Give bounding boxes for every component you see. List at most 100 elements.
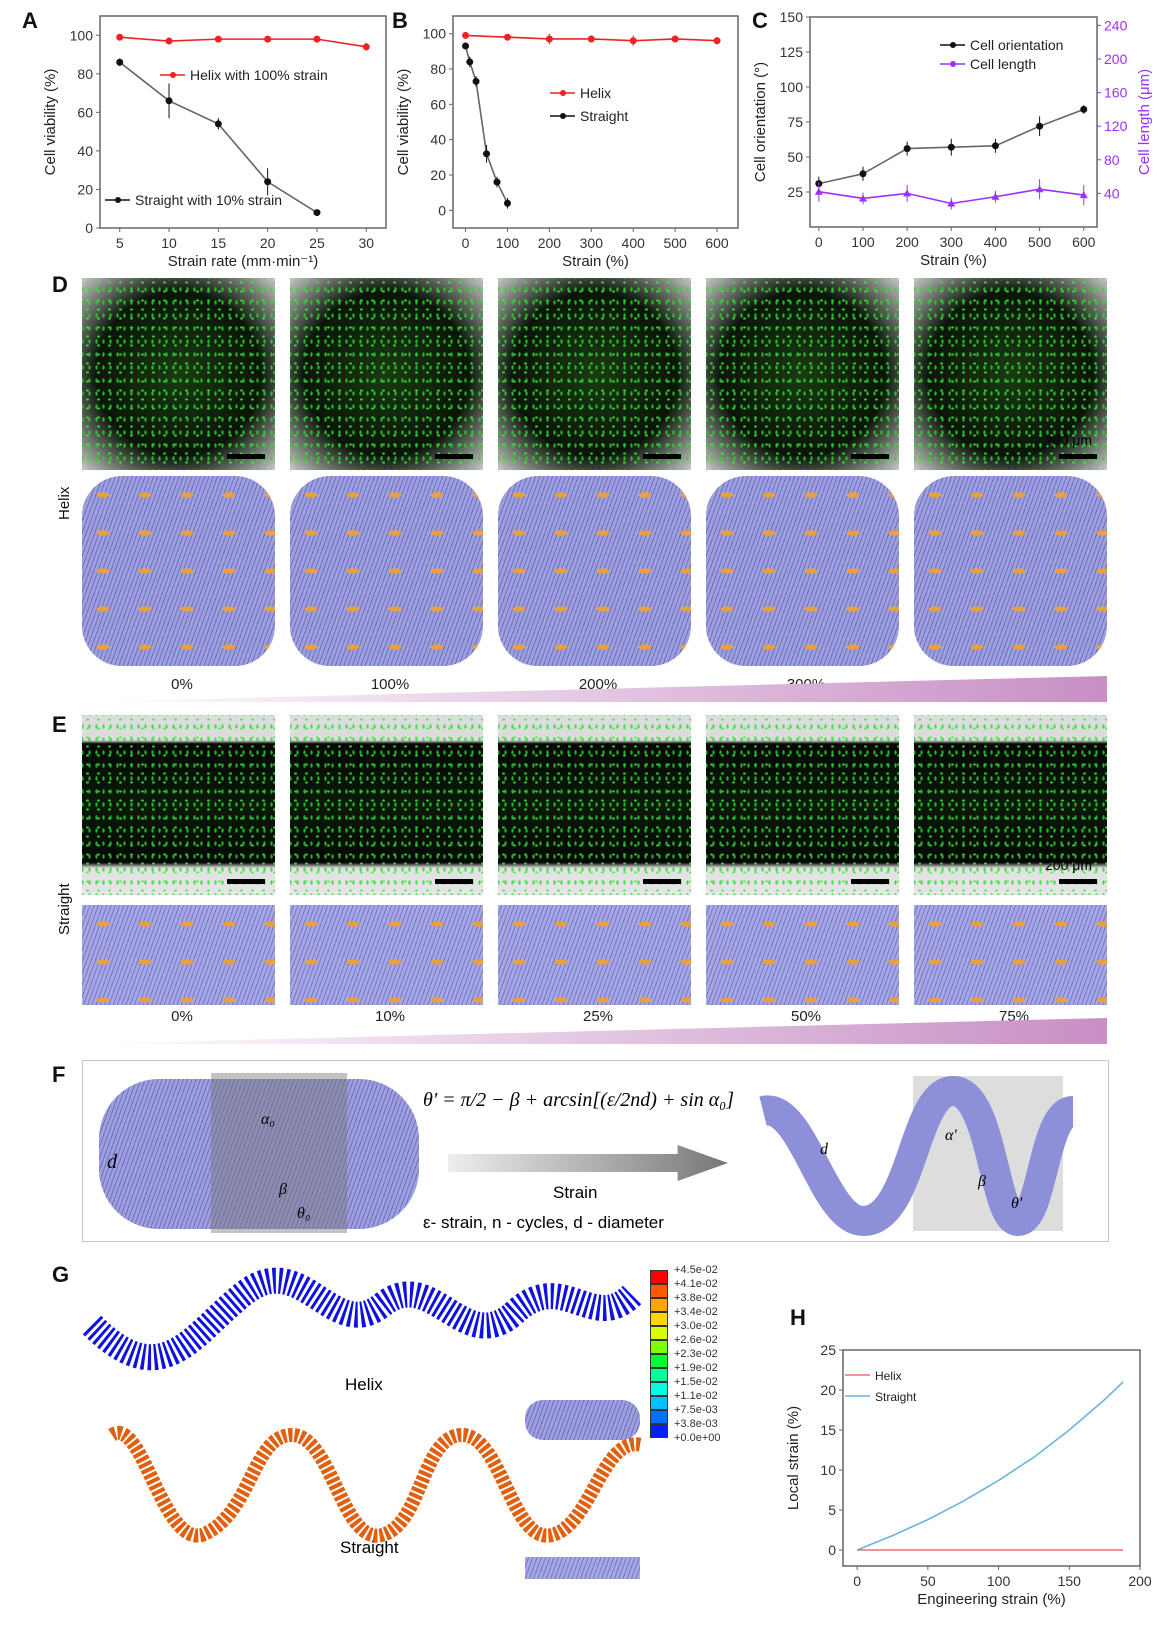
diameter-label: d	[107, 1151, 117, 1173]
fluorescence-image	[706, 715, 899, 895]
straight-fea-label: Straight	[340, 1538, 399, 1557]
legend-entry: Straight	[875, 1390, 917, 1404]
data-point	[116, 58, 124, 66]
y-tick-label: 150	[780, 9, 804, 25]
data-point	[503, 199, 511, 207]
data-point	[629, 37, 637, 45]
series-line-straight	[856, 1381, 1124, 1551]
x-tick-label: 30	[358, 235, 374, 251]
panel-label-a: A	[22, 8, 38, 33]
alpha0-label: α₀	[261, 1111, 275, 1128]
data-point	[991, 192, 1000, 200]
data-point	[991, 142, 999, 150]
x-tick-label: 100	[987, 1573, 1011, 1589]
x-tick-label: 15	[211, 235, 227, 251]
y-tick-label: 5	[828, 1502, 836, 1518]
x-tick-label: 200	[538, 235, 562, 251]
data-point	[466, 58, 474, 66]
x-axis-label: Strain (%)	[920, 252, 987, 269]
d-label-stretched: d	[820, 1141, 828, 1158]
data-point	[214, 35, 222, 43]
data-point	[493, 178, 501, 186]
data-point	[362, 43, 370, 51]
fluorescence-image	[914, 715, 1107, 895]
scale-bar	[851, 879, 889, 884]
data-point	[503, 33, 511, 41]
x-tick-label: 500	[663, 235, 687, 251]
data-point	[1036, 122, 1044, 130]
data-point	[587, 35, 595, 43]
colorbar-swatch	[650, 1410, 668, 1424]
colorbar-tick-label: +3.8e-03	[674, 1418, 718, 1430]
data-point	[313, 209, 321, 217]
data-point	[1035, 185, 1044, 193]
x-axis-label: Strain rate (mm·min⁻¹)	[168, 253, 318, 270]
cell-model-image	[914, 476, 1107, 666]
plot-frame-H	[842, 1349, 1141, 1567]
y2-tick-label: 120	[1104, 118, 1128, 134]
colorbar-tick-label: +7.5e-03	[674, 1404, 718, 1416]
straight-inset-image	[525, 1557, 640, 1579]
data-point	[462, 31, 470, 39]
fluorescence-image	[914, 278, 1107, 470]
scale-bar	[643, 879, 681, 884]
data-point	[947, 199, 956, 207]
fluorescence-image	[498, 715, 691, 895]
strain-arrow	[448, 1145, 728, 1181]
colorbar-tick-label: +1.9e-02	[674, 1362, 718, 1374]
strain-label: 10%	[374, 1008, 406, 1025]
panel-label-h: H	[790, 1305, 806, 1330]
y-tick-label: 50	[787, 149, 803, 165]
angle-overlay	[211, 1073, 347, 1233]
helix-inset-image	[525, 1400, 640, 1440]
beta-label-stretched: β	[978, 1173, 986, 1190]
data-point	[903, 145, 911, 153]
cell-model-image	[82, 476, 275, 666]
data-point	[859, 170, 867, 178]
legend-marker	[950, 61, 956, 67]
y2-tick-label: 200	[1104, 51, 1128, 67]
cell-model-image	[498, 905, 691, 1005]
x-tick-label: 200	[895, 234, 919, 250]
y-axis-label: Cell orientation (°)	[752, 62, 769, 182]
legend-entry: Straight with 10% strain	[135, 192, 282, 208]
panel-f-box: d α₀ β θ₀ θ' = π/2 − β + arcsin[(ε/2nd) …	[82, 1060, 1109, 1242]
x-tick-label: 25	[309, 235, 325, 251]
y2-tick-label: 80	[1104, 152, 1120, 168]
plot-frame-A	[99, 15, 387, 229]
x-tick-label: 0	[853, 1573, 861, 1589]
legend-marker	[560, 90, 566, 96]
panel-label-g: G	[52, 1262, 70, 1287]
y2-tick-label: 240	[1104, 17, 1128, 33]
y-tick-label: 80	[430, 61, 446, 77]
colorbar-tick-label: +3.0e-02	[674, 1320, 718, 1332]
data-point	[462, 42, 470, 50]
cell-model-image	[498, 476, 691, 666]
scale-bar-label: 200 μm	[1045, 432, 1092, 448]
x-tick-label: 500	[1028, 234, 1052, 250]
legend-entry: Helix	[580, 85, 611, 101]
fluorescence-image	[706, 278, 899, 470]
y2-tick-label: 40	[1104, 185, 1120, 201]
y-tick-label: 80	[77, 66, 93, 82]
data-point	[1080, 105, 1088, 113]
fluorescence-image	[498, 278, 691, 470]
strain-label: 25%	[582, 1008, 614, 1025]
scale-bar	[227, 454, 265, 459]
data-point	[116, 33, 124, 41]
y-tick-label: 20	[820, 1382, 836, 1398]
cell-model-image	[914, 905, 1107, 1005]
helix-model-image	[99, 1079, 419, 1229]
cell-model-image	[82, 905, 275, 1005]
y-tick-label: 25	[787, 184, 803, 200]
scale-bar	[643, 454, 681, 459]
colorbar-tick-label: +2.6e-02	[674, 1334, 718, 1346]
scale-bar-label: 200 μm	[1045, 857, 1092, 873]
colorbar-swatch	[650, 1312, 668, 1326]
fluorescence-image	[82, 715, 275, 895]
y-tick-label: 20	[430, 167, 446, 183]
fluorescence-image	[290, 278, 483, 470]
colorbar-swatch	[650, 1284, 668, 1298]
x-tick-label: 200	[1128, 1573, 1152, 1589]
